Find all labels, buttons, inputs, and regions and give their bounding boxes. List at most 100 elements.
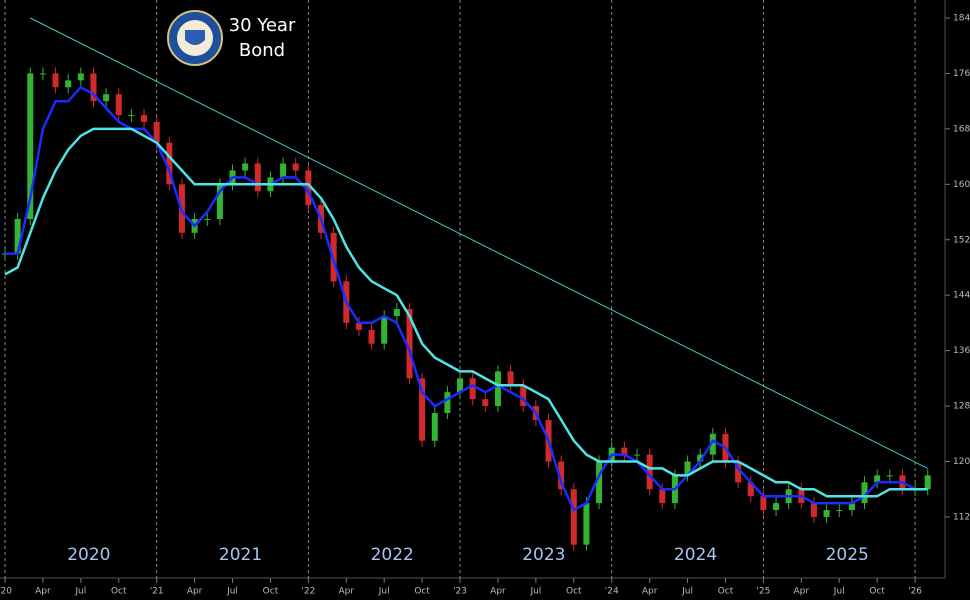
price-bar [292,163,299,171]
price-bar [861,482,868,504]
y-tick-label: 184 [953,14,970,24]
trendline [30,17,928,469]
price-bar [810,503,817,517]
x-tick-label: Apr [187,587,203,597]
price-bar [103,94,110,102]
price-bar [52,73,59,88]
price-bar [77,73,84,81]
price-bar [355,322,362,330]
year-label: 2020 [67,545,110,565]
x-tick-label: '20 [0,587,12,597]
x-tick-label: '26 [908,587,922,597]
x-tick-label: '24 [605,587,619,597]
price-bar [747,482,754,497]
price-bar [128,115,135,117]
y-tick-label: 160 [953,180,970,190]
price-bar [735,461,742,483]
price-bar [709,433,716,455]
price-bar [848,503,855,511]
price-bar [836,510,843,512]
price-bar [457,378,464,393]
price-bar [874,475,881,483]
year-label: 2022 [371,545,414,565]
y-tick-label: 128 [953,402,970,412]
price-bar [570,489,577,545]
price-bar [444,392,451,414]
price-bar [659,489,666,504]
x-tick-label: Jul [226,587,238,597]
price-bar [823,510,830,517]
price-bar [596,461,603,504]
x-tick-label: Oct [566,587,582,597]
x-tick-label: Oct [263,587,279,597]
price-bar [65,80,72,88]
y-tick-label: 168 [953,124,970,134]
x-tick-label: Apr [35,587,51,597]
chart-title: 30 Year Bond [229,15,296,61]
price-bar [39,73,46,75]
price-bar [520,385,527,407]
price-bar [583,503,590,545]
price-bar [153,121,160,143]
x-tick-label: Jul [681,587,693,597]
price-bar [90,73,97,102]
x-tick-label: Jul [833,587,845,597]
price-bar [419,378,426,441]
y-tick-label: 136 [953,346,970,356]
price-bar [254,163,261,192]
year-label: 2024 [674,545,717,565]
x-tick-label: Apr [794,587,810,597]
price-bar [115,94,122,116]
price-bar [216,184,223,219]
price-bar [760,496,767,511]
x-tick-label: '25 [756,587,770,597]
price-bar [886,475,893,477]
x-tick-label: Apr [338,587,354,597]
moving-average [4,127,928,498]
price-bar [393,309,400,316]
price-bar [368,329,375,344]
y-tick-label: 144 [953,291,970,301]
price-bar [280,163,287,178]
price-bar [27,73,34,219]
price-bar [242,163,249,171]
x-tick-label: Oct [718,587,734,597]
price-bar [482,399,489,407]
year-label: 2025 [826,545,869,565]
price-bar [166,142,173,185]
x-tick-label: '22 [301,587,315,597]
x-tick-label: Jul [74,587,86,597]
price-bar [621,447,628,455]
price-bar [507,371,514,386]
price-bar [406,309,413,379]
price-bar [381,315,388,344]
moving-average [5,86,928,512]
price-bar [494,371,501,407]
x-tick-label: Jul [378,587,390,597]
x-tick-label: Oct [111,587,127,597]
price-bar [646,454,653,490]
price-bar [924,475,931,490]
y-tick-label: 152 [953,235,970,245]
x-tick-label: Jul [529,587,541,597]
x-tick-label: Oct [414,587,430,597]
y-tick-label: 112 [953,512,970,522]
seal [167,10,223,66]
price-bar [431,413,438,441]
year-label: 2023 [522,545,565,565]
price-bar [204,218,211,220]
year-label: 2021 [219,545,262,565]
price-bar [14,218,21,254]
y-tick-label: 120 [953,457,970,467]
x-tick-label: '23 [453,587,467,597]
x-tick-label: Apr [642,587,658,597]
price-bar [697,454,704,462]
price-bar [773,503,780,511]
y-tick-label: 176 [953,69,970,79]
price-bar [558,461,565,490]
price-bar [684,461,691,476]
price-bar [141,115,148,122]
x-tick-label: Oct [869,587,885,597]
